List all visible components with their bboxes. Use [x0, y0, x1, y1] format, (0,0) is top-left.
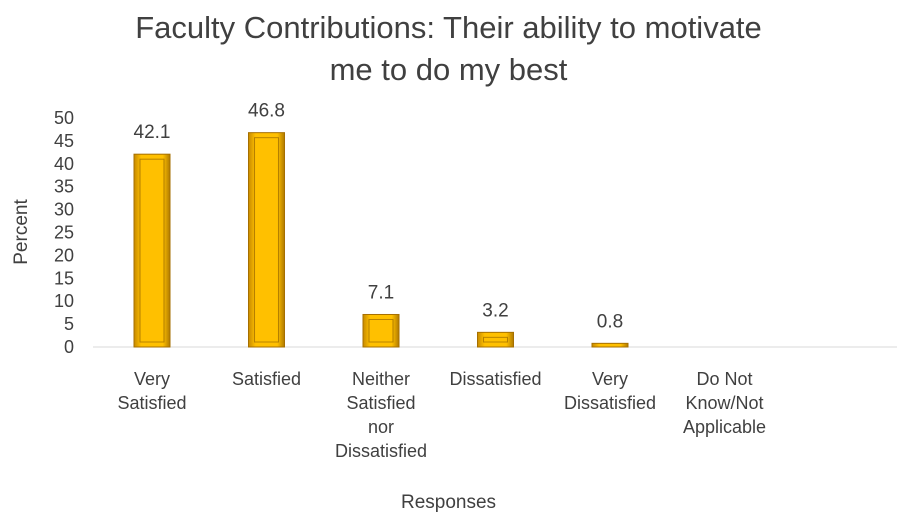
- y-tick-label: 50: [54, 108, 74, 128]
- y-tick-label: 40: [54, 154, 74, 174]
- y-axis-label: Percent: [11, 199, 32, 265]
- y-tick-label: 0: [64, 337, 74, 357]
- bar-inner-bevel: [254, 137, 279, 343]
- x-tick-label: Very: [592, 369, 628, 389]
- x-tick-label: Dissatisfied: [564, 393, 656, 413]
- chart-title-line-1: Faculty Contributions: Their ability to …: [135, 10, 762, 45]
- x-tick-label: Dissatisfied: [335, 441, 427, 461]
- y-tick-label: 15: [54, 268, 74, 288]
- bar-inner-bevel: [483, 336, 508, 343]
- x-tick-label: Do Not: [696, 369, 752, 389]
- x-tick-label: Satisfied: [346, 393, 415, 413]
- data-label: 7.1: [368, 282, 394, 303]
- y-tick-label: 35: [54, 177, 74, 197]
- x-tick-label: Applicable: [683, 417, 766, 437]
- y-tick-label: 45: [54, 131, 74, 151]
- bar: [248, 132, 285, 348]
- chart-title-line-2: me to do my best: [329, 52, 568, 87]
- bar: [133, 153, 171, 348]
- x-tick-label: Very: [134, 369, 170, 389]
- x-tick-label: Satisfied: [117, 393, 186, 413]
- y-tick-label: 5: [64, 314, 74, 334]
- bar: [591, 342, 629, 348]
- y-tick-label: 10: [54, 291, 74, 311]
- x-tick-label: nor: [368, 417, 394, 437]
- y-tick-label: 20: [54, 245, 74, 265]
- x-tick-label: Neither: [352, 369, 410, 389]
- bar: [477, 331, 514, 348]
- y-tick-label: 30: [54, 200, 74, 220]
- data-label: 0.8: [597, 311, 623, 332]
- x-tick-label: Satisfied: [232, 369, 301, 389]
- x-tick-label: Dissatisfied: [449, 369, 541, 389]
- x-axis-label: Responses: [400, 492, 497, 513]
- x-tick-label: Know/Not: [685, 393, 763, 413]
- bar-inner-bevel: [368, 318, 394, 343]
- bar-inner-bevel: [139, 158, 165, 343]
- data-label: 42.1: [134, 122, 171, 143]
- data-label: 3.2: [482, 300, 508, 321]
- y-tick-label: 25: [54, 223, 74, 243]
- data-label: 46.8: [248, 101, 285, 122]
